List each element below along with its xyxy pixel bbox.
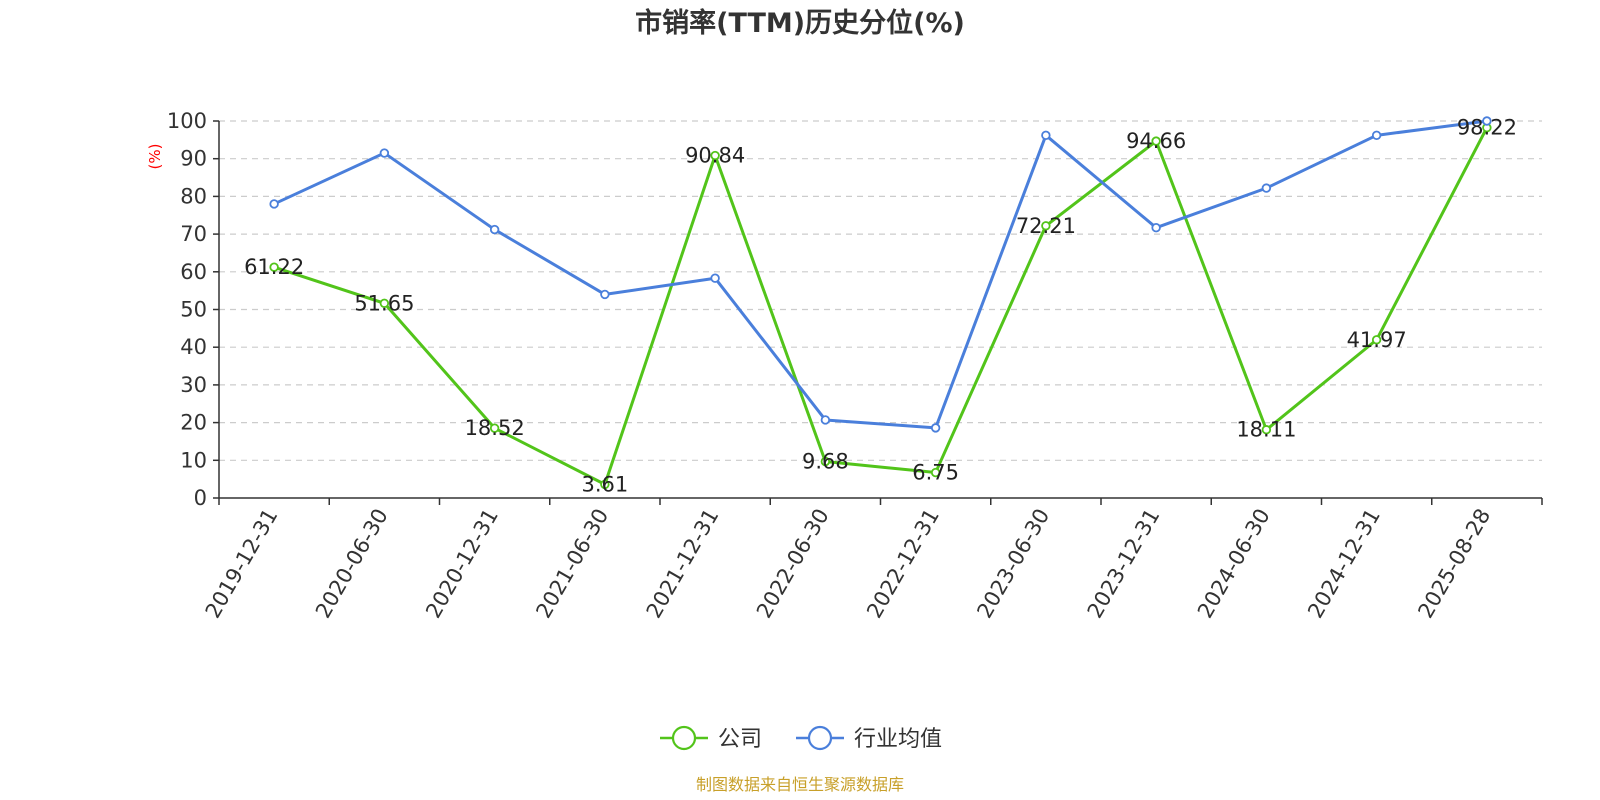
y-tick-label: 70 bbox=[180, 222, 207, 246]
x-tick-label: 2024-12-31 bbox=[1303, 505, 1385, 623]
data-label: 6.75 bbox=[912, 461, 959, 485]
x-tick-label: 2019-12-31 bbox=[201, 505, 283, 623]
data-label: 98.22 bbox=[1457, 116, 1517, 140]
x-tick-label: 2024-06-30 bbox=[1193, 505, 1275, 623]
data-point[interactable] bbox=[820, 456, 831, 467]
data-point[interactable] bbox=[1482, 116, 1492, 126]
source-note: 制图数据来自恒生聚源数据库 bbox=[696, 775, 904, 794]
series-line bbox=[273, 119, 1488, 430]
data-point[interactable] bbox=[379, 298, 390, 308]
data-point[interactable] bbox=[1041, 130, 1051, 141]
data-label: 9.68 bbox=[802, 450, 849, 474]
x-tick-label: 2022-12-31 bbox=[862, 505, 944, 623]
legend[interactable]: 公司 行业均值 bbox=[660, 725, 942, 752]
x-tick-label: 2020-12-31 bbox=[421, 505, 503, 623]
data-label: 3.61 bbox=[581, 472, 628, 496]
y-tick-label: 40 bbox=[180, 335, 207, 359]
x-tick-label: 2022-06-30 bbox=[752, 505, 834, 623]
legend-marker-icon bbox=[671, 725, 697, 751]
y-tick-label: 30 bbox=[180, 373, 207, 397]
y-tick-label: 90 bbox=[180, 147, 207, 171]
x-tick-label: 2021-06-30 bbox=[531, 505, 613, 623]
legend-item-0[interactable]: 公司 bbox=[660, 725, 762, 752]
y-tick-label: 0 bbox=[194, 486, 207, 510]
data-point[interactable] bbox=[1151, 222, 1161, 233]
data-point[interactable] bbox=[1261, 183, 1272, 193]
data-point[interactable] bbox=[710, 150, 720, 161]
y-tick-label: 50 bbox=[180, 298, 207, 322]
legend-label: 行业均值 bbox=[854, 727, 942, 752]
y-tick-label: 20 bbox=[180, 411, 207, 435]
y-axis-label: (%) bbox=[146, 144, 164, 170]
data-label: 41.97 bbox=[1347, 328, 1407, 352]
data-point[interactable] bbox=[820, 415, 831, 425]
series-0 bbox=[269, 123, 1492, 490]
grid-lines bbox=[219, 120, 1542, 461]
data-point[interactable] bbox=[1371, 130, 1382, 141]
data-label: 18.52 bbox=[465, 416, 525, 440]
series-1 bbox=[269, 116, 1492, 433]
data-label: 94.66 bbox=[1126, 129, 1186, 153]
data-point[interactable] bbox=[600, 289, 610, 300]
x-tick-label: 2023-06-30 bbox=[972, 505, 1054, 623]
x-tick-label: 2025-08-28 bbox=[1413, 505, 1495, 623]
data-point[interactable] bbox=[1151, 136, 1161, 146]
data-point[interactable] bbox=[269, 262, 279, 272]
y-tick-label: 100 bbox=[167, 109, 207, 133]
legend-item-1[interactable]: 行业均值 bbox=[796, 725, 942, 752]
y-tick-label: 80 bbox=[180, 184, 207, 208]
legend-marker-icon bbox=[807, 725, 833, 751]
data-point[interactable] bbox=[1371, 335, 1382, 345]
axes: 0 10 20 30 40 50 60 70 80 90 100 2019-12-31 2020-06-… bbox=[167, 109, 1543, 623]
data-label: 61.22 bbox=[244, 255, 304, 279]
series-line bbox=[273, 127, 1489, 486]
data-point[interactable] bbox=[379, 148, 390, 158]
x-tick-label: 2023-12-31 bbox=[1083, 505, 1165, 623]
series bbox=[269, 116, 1492, 490]
data-point[interactable] bbox=[930, 423, 941, 433]
data-point[interactable] bbox=[600, 479, 610, 490]
x-tick-label: 2021-12-31 bbox=[642, 505, 724, 623]
data-label: 72.21 bbox=[1016, 214, 1076, 238]
data-point[interactable] bbox=[489, 423, 500, 433]
data-label: 18.11 bbox=[1236, 418, 1296, 442]
data-point[interactable] bbox=[1261, 425, 1272, 435]
data-label: 90.84 bbox=[685, 144, 745, 168]
data-point[interactable] bbox=[269, 199, 279, 209]
data-point[interactable] bbox=[930, 467, 941, 478]
y-tick-label: 10 bbox=[180, 448, 207, 472]
data-point[interactable] bbox=[1041, 221, 1051, 231]
data-label: 51.65 bbox=[354, 291, 414, 315]
data-point[interactable] bbox=[489, 224, 500, 235]
data-point[interactable] bbox=[710, 273, 720, 283]
data-labels: 61.22 51.65 18.52 3.61 90.84 9.68 6.75 72.21 94.… bbox=[244, 116, 1517, 497]
legend-label: 公司 bbox=[718, 727, 762, 752]
y-tick-label: 60 bbox=[180, 260, 207, 284]
x-tick-label: 2020-06-30 bbox=[311, 505, 393, 623]
chart-title: 市销率(TTM)历史分位(%) bbox=[635, 7, 965, 39]
